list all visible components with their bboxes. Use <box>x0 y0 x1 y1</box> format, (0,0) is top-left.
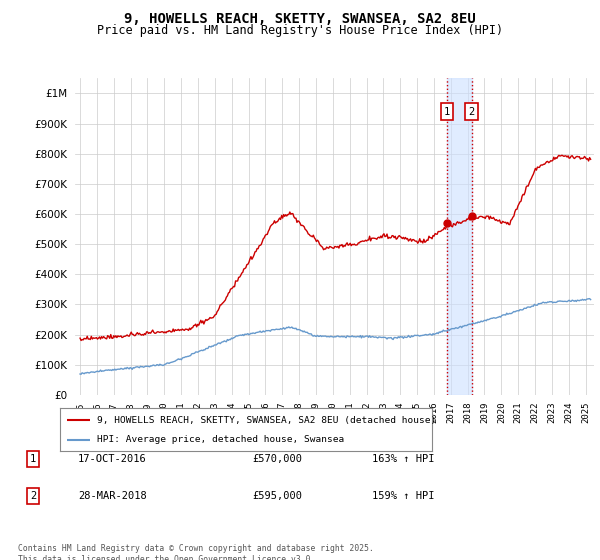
Text: Price paid vs. HM Land Registry's House Price Index (HPI): Price paid vs. HM Land Registry's House … <box>97 24 503 36</box>
Text: £570,000: £570,000 <box>252 454 302 464</box>
Text: 1: 1 <box>444 106 451 116</box>
Text: 163% ↑ HPI: 163% ↑ HPI <box>372 454 434 464</box>
Bar <box>447 78 472 395</box>
Text: Contains HM Land Registry data © Crown copyright and database right 2025.
This d: Contains HM Land Registry data © Crown c… <box>18 544 374 560</box>
Text: HPI: Average price, detached house, Swansea: HPI: Average price, detached house, Swan… <box>97 435 344 444</box>
Text: 1: 1 <box>30 454 36 464</box>
Text: 2: 2 <box>469 106 475 116</box>
Text: 2: 2 <box>30 491 36 501</box>
Text: 9, HOWELLS REACH, SKETTY, SWANSEA, SA2 8EU (detached house): 9, HOWELLS REACH, SKETTY, SWANSEA, SA2 8… <box>97 416 436 424</box>
Text: £595,000: £595,000 <box>252 491 302 501</box>
Text: 9, HOWELLS REACH, SKETTY, SWANSEA, SA2 8EU: 9, HOWELLS REACH, SKETTY, SWANSEA, SA2 8… <box>124 12 476 26</box>
Text: 28-MAR-2018: 28-MAR-2018 <box>78 491 147 501</box>
Text: 159% ↑ HPI: 159% ↑ HPI <box>372 491 434 501</box>
Text: 17-OCT-2016: 17-OCT-2016 <box>78 454 147 464</box>
